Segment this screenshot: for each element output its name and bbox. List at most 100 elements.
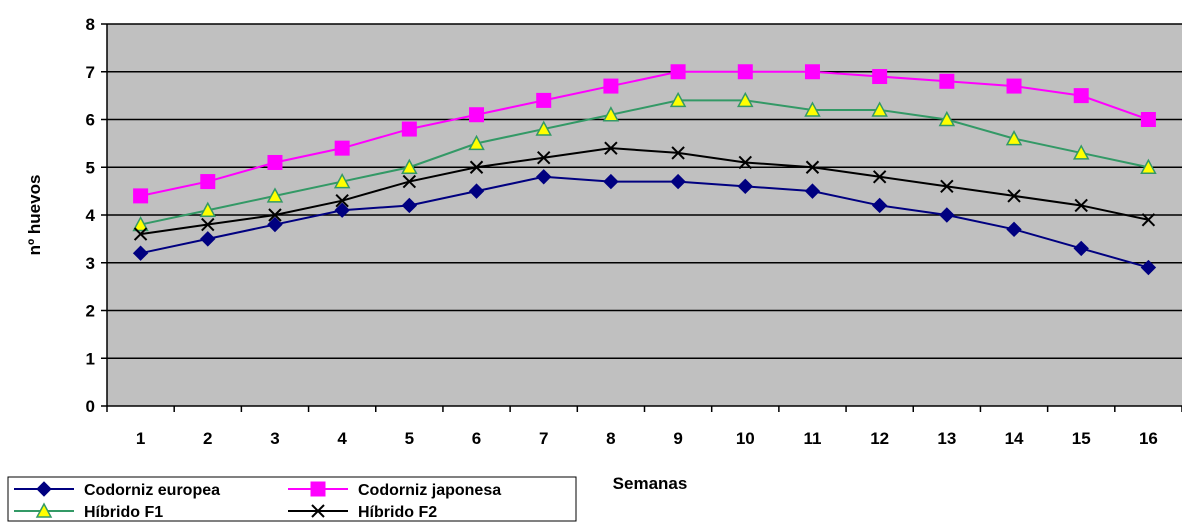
data-point: [1140, 259, 1157, 276]
data-point: [738, 155, 752, 170]
data-point: [199, 201, 217, 217]
data-point: [266, 187, 284, 203]
data-point: [804, 101, 821, 117]
x-tick-label: 16: [1139, 429, 1158, 448]
data-point: [938, 110, 956, 127]
y-tick-label: 6: [86, 111, 95, 130]
x-tick-label: 2: [203, 429, 212, 448]
data-point: [401, 197, 418, 214]
y-tick-label: 2: [86, 302, 95, 321]
data-point: [603, 78, 619, 94]
data-point: [1072, 144, 1090, 160]
data-point: [804, 64, 820, 80]
x-tick-label: 12: [870, 429, 889, 448]
data-point: [737, 91, 754, 108]
x-tick-label: 6: [472, 429, 481, 448]
data-point: [401, 158, 418, 174]
data-point: [939, 73, 955, 89]
data-point: [1074, 198, 1088, 213]
data-point: [1005, 130, 1023, 146]
legend-marker: [35, 502, 53, 518]
legend-label: Codorniz europea: [84, 482, 220, 499]
series-line: [140, 99, 1149, 226]
data-point: [401, 121, 417, 137]
data-point: [805, 160, 820, 174]
data-point: [536, 169, 552, 185]
legend-marker: [310, 481, 326, 497]
series-3: [132, 91, 1157, 232]
data-point: [535, 120, 552, 136]
data-point: [804, 183, 821, 199]
data-point: [1140, 112, 1156, 127]
data-point: [334, 202, 350, 218]
data-point: [132, 245, 149, 261]
data-point: [872, 170, 887, 184]
legend-label: Híbrido F2: [358, 504, 437, 521]
data-point: [1007, 189, 1021, 203]
legend-entry: Híbrido F1: [14, 502, 163, 521]
data-point: [1073, 88, 1089, 104]
data-point: [939, 207, 955, 223]
legend-entry: Codorniz japonesa: [288, 481, 501, 499]
data-point: [1141, 213, 1156, 227]
data-point: [267, 154, 283, 170]
data-point: [536, 92, 552, 108]
legend-box: [7, 476, 577, 522]
series-lines: [132, 64, 1157, 276]
data-point: [669, 91, 687, 108]
x-tick-label: 7: [539, 429, 548, 448]
data-point: [737, 178, 753, 195]
legend-entry: Híbrido F2: [288, 504, 437, 521]
y-tick-label: 4: [86, 206, 96, 225]
x-tick-label: 1: [136, 429, 145, 448]
y-tick-labels: 0 1 2 3 4 5 6 7 8: [86, 15, 96, 416]
series-2: [133, 64, 1156, 204]
data-point: [1006, 78, 1022, 94]
x-tick-label: 13: [937, 429, 956, 448]
data-point: [133, 227, 148, 241]
data-point: [872, 69, 888, 85]
data-point: [267, 216, 283, 233]
data-point: [603, 173, 619, 190]
data-point: [268, 208, 282, 222]
data-point: [200, 174, 216, 190]
x-axis-title: Semanas: [613, 474, 688, 493]
data-point: [871, 197, 888, 214]
x-tick-label: 11: [803, 429, 821, 448]
legend-label: Codorniz japonesa: [358, 482, 501, 499]
x-tick-label: 9: [673, 429, 682, 448]
y-tick-label: 1: [86, 349, 95, 368]
y-tick-label: 0: [86, 397, 95, 416]
legend: Codorniz europea Codorniz japonesa Híbrido…: [7, 476, 577, 522]
data-point: [940, 179, 954, 194]
data-point: [1073, 240, 1089, 257]
data-point: [468, 183, 485, 199]
series-line: [140, 147, 1149, 236]
y-tick-label: 3: [86, 254, 95, 273]
data-point: [469, 107, 485, 123]
data-point: [335, 193, 349, 208]
gridlines: [101, 23, 1182, 407]
legend-marker: [311, 504, 325, 518]
data-point: [670, 173, 686, 190]
data-point: [200, 231, 216, 247]
data-point: [1006, 221, 1022, 238]
series-4: [133, 141, 1156, 241]
legend-marker: [36, 481, 52, 497]
data-point: [602, 106, 620, 122]
x-tick-label: 8: [606, 429, 615, 448]
legend-entry: Codorniz europea: [14, 481, 220, 499]
x-tick-label: 14: [1005, 429, 1024, 448]
x-tick-label: 3: [270, 429, 279, 448]
data-point: [671, 146, 685, 160]
x-tick-labels: 1 2 3 4 5 6 7 8 9 10 11 12 13 14 15 16: [106, 406, 1182, 448]
series-line: [140, 70, 1149, 197]
data-point: [1140, 158, 1157, 174]
data-point: [737, 64, 753, 80]
data-point: [604, 141, 618, 155]
data-point: [468, 134, 485, 151]
series-line: [140, 175, 1149, 269]
legend-label: Híbrido F1: [84, 504, 163, 521]
data-point: [402, 174, 417, 189]
